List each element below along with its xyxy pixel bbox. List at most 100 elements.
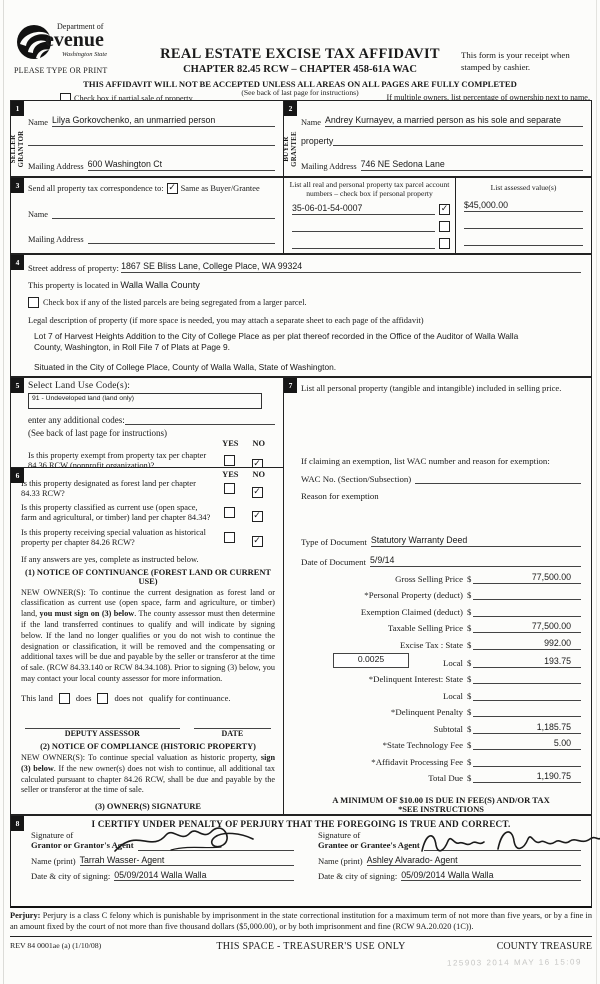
- grantee-name-print-field[interactable]: Ashley Alvarado- Agent: [366, 855, 581, 866]
- owners-signature-title: (3) OWNER(S) SIGNATURE: [95, 802, 201, 812]
- assessed-value-field[interactable]: [464, 217, 583, 230]
- section-8-certification: 8 I CERTIFY UNDER PENALTY OF PERJURY THA…: [10, 815, 600, 908]
- assessed-value-field[interactable]: [464, 234, 583, 247]
- street-address-field[interactable]: 1867 SE Bliss Lane, College Place, WA 99…: [121, 261, 581, 273]
- reason-exemption-label: Reason for exemption: [301, 491, 379, 502]
- section-3-parcels: List all real and personal property tax …: [283, 177, 455, 267]
- grantor-signature-block: Signature of Grantor or Grantor's Agent N…: [31, 827, 294, 881]
- grantor-date-city-field[interactable]: 05/09/2014 Walla Walla: [114, 870, 294, 881]
- personal-property-label: List all personal property (tangible and…: [301, 383, 562, 393]
- section-3-assessed-values: List assessed value(s) $45,000.00: [455, 177, 592, 264]
- legal-situated-text[interactable]: Situated in the City of College Place, C…: [34, 361, 337, 372]
- q2-no-checkbox[interactable]: ✓: [251, 510, 263, 522]
- land-does-checkbox[interactable]: [58, 692, 70, 704]
- legal-description-text[interactable]: Lot 7 of Harvest Heights Addition to the…: [34, 331, 519, 352]
- seller-mailing-field[interactable]: 600 Washington Ct: [87, 159, 275, 171]
- type-of-document-label: Type of Document: [301, 537, 367, 548]
- buyer-name-field[interactable]: Andrey Kurnayev, a married person as his…: [325, 115, 583, 127]
- taxable-selling-price-field[interactable]: 77,500.00: [473, 621, 581, 634]
- grantee-agent-label: Grantee or Grantee's Agent: [318, 839, 420, 850]
- please-type-or-print: PLEASE TYPE OR PRINT: [14, 66, 108, 75]
- parcel-number-field[interactable]: 35-06-01-54-0007: [292, 203, 435, 216]
- seller-grantor-side-label: SELLER GRANTOR: [10, 130, 25, 168]
- notice-compliance-text: NEW OWNER(S): To continue special valuat…: [21, 752, 276, 795]
- state-technology-fee-field[interactable]: 5.00: [473, 738, 581, 751]
- local-rate-box[interactable]: 0.0025: [333, 652, 409, 668]
- located-in-field[interactable]: Walla Walla County: [120, 280, 200, 290]
- perjury-notice: Perjury: Perjury is a class C felony whi…: [10, 911, 592, 937]
- type-of-document-field[interactable]: Statutory Warranty Deed: [370, 535, 581, 548]
- additional-codes-field[interactable]: [124, 413, 275, 425]
- notice-continuance-text: NEW OWNER(S): To continue the current de…: [21, 587, 275, 684]
- form-subtitle: CHAPTER 82.45 RCW – CHAPTER 458-61A WAC: [183, 64, 417, 75]
- personal-property-blank-area[interactable]: [301, 394, 581, 456]
- grantee-signature-line[interactable]: [423, 840, 581, 851]
- same-as-buyer-checkbox[interactable]: ✓: [166, 183, 178, 194]
- buyer-mailing-field[interactable]: 746 NE Sedona Lane: [360, 159, 583, 171]
- total-due-label: Total Due: [428, 773, 463, 784]
- assessed-value-field[interactable]: $45,000.00: [464, 200, 583, 213]
- parcel-personal-checkbox[interactable]: [439, 221, 450, 233]
- q2-yes-checkbox[interactable]: [223, 506, 235, 518]
- seller-name-label: Name: [28, 118, 48, 127]
- q3-no-checkbox[interactable]: ✓: [251, 536, 263, 547]
- seller-name-field-2[interactable]: [28, 134, 275, 146]
- grantor-signature[interactable]: [111, 823, 261, 859]
- total-due-field[interactable]: 1,190.75: [473, 771, 581, 784]
- s5-yes-checkbox[interactable]: [223, 455, 235, 466]
- excise-tax-state-label: Excise Tax : State: [400, 639, 463, 650]
- q1-no-checkbox[interactable]: ✓: [251, 487, 263, 498]
- grantor-name-print-field[interactable]: Tarrah Wasser- Agent: [79, 855, 294, 866]
- located-in-label: This property is located in: [28, 280, 119, 290]
- grantee-date-city-field[interactable]: 05/09/2014 Walla Walla: [401, 870, 581, 881]
- s5-see-back-note: (See back of last page for instructions): [28, 428, 167, 438]
- section-3-correspondence: 3 Send all property tax correspondence t…: [10, 177, 283, 288]
- s3-mailing-field[interactable]: [87, 232, 275, 244]
- revenue-swirl-icon: [17, 25, 51, 59]
- q1-yes-checkbox[interactable]: [223, 483, 235, 494]
- historical-property-question: Is this property receiving special valua…: [21, 528, 206, 548]
- assessed-values-header: List assessed value(s): [490, 183, 557, 192]
- parcel-personal-checkbox[interactable]: ✓: [439, 204, 450, 216]
- parcel-number-field[interactable]: [292, 220, 435, 233]
- section-7-number: 7: [284, 378, 297, 393]
- treasurer-use-label: THIS SPACE - TREASURER'S USE ONLY: [216, 941, 406, 952]
- subtotal-field[interactable]: 1,185.75: [473, 722, 581, 734]
- deputy-assessor-label: DEPUTY ASSESSOR: [64, 728, 140, 738]
- personal-property-deduct-field[interactable]: [473, 588, 581, 601]
- parcel-number-field[interactable]: [292, 237, 435, 250]
- parcel-personal-checkbox[interactable]: [439, 238, 450, 250]
- grantor-signature-line[interactable]: [137, 840, 294, 851]
- delinquent-interest-local-field[interactable]: [473, 689, 581, 701]
- delinquent-interest-state-field[interactable]: [473, 672, 581, 685]
- reason-blank-area[interactable]: [301, 501, 581, 527]
- land-use-code-select[interactable]: 91 - Undeveloped land (land only): [28, 393, 262, 409]
- current-use-question: Is this property classified as current u…: [21, 502, 211, 522]
- notice-compliance-title: (2) NOTICE OF COMPLIANCE (HISTORIC PROPE…: [40, 741, 256, 751]
- section-8-number: 8: [11, 816, 24, 831]
- s3-name-field[interactable]: [52, 207, 275, 219]
- excise-tax-state-field[interactable]: 992.00: [473, 638, 581, 650]
- gross-selling-price-field[interactable]: 77,500.00: [473, 572, 581, 584]
- section-5-land-use: 5 Select Land Use Code(s): 91 - Undevelo…: [10, 377, 283, 470]
- deputy-assessor-signature-line[interactable]: [25, 718, 180, 729]
- grantee-name-print-label: Name (print): [318, 855, 363, 866]
- wac-number-field[interactable]: [415, 472, 581, 485]
- affidavit-processing-fee-field[interactable]: [473, 755, 581, 767]
- delinquent-interest-state-label: *Delinquent Interest: State: [368, 674, 463, 685]
- rev-form-number: REV 84 0001ae (a) (1/10/08): [10, 941, 102, 950]
- grantee-signature[interactable]: [418, 821, 600, 861]
- date-of-document-field[interactable]: 5/9/14: [369, 555, 581, 568]
- seller-name-field[interactable]: Lilya Gorkovchenko, an unmarried person: [52, 115, 275, 127]
- exemption-claimed-field[interactable]: [473, 605, 581, 617]
- excise-tax-local-field[interactable]: 193.75: [473, 656, 581, 668]
- wac-number-label: WAC No. (Section/Subsection): [301, 474, 412, 485]
- q3-yes-checkbox[interactable]: [223, 532, 235, 543]
- land-does-not-checkbox[interactable]: [97, 692, 109, 704]
- taxable-selling-price-label: Taxable Selling Price: [387, 623, 463, 634]
- assessor-date-line[interactable]: [193, 718, 271, 729]
- buyer-name-field-2[interactable]: property: [301, 136, 334, 146]
- segregated-checkbox[interactable]: [28, 297, 39, 308]
- grantor-name-print-label: Name (print): [31, 855, 76, 866]
- delinquent-penalty-field[interactable]: [473, 705, 581, 718]
